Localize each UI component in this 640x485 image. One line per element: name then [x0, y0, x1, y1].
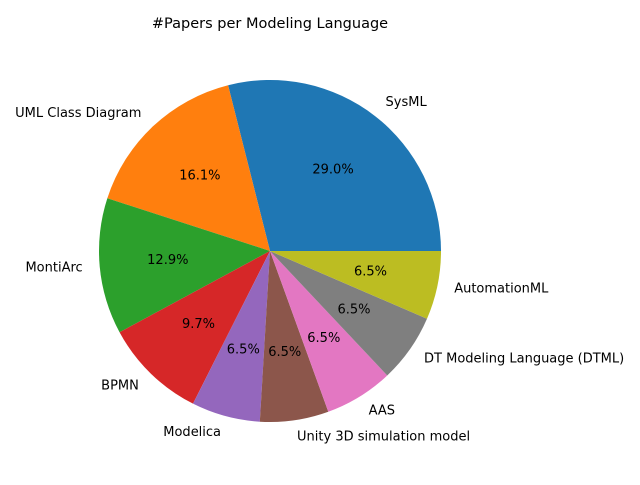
chart-title: #Papers per Modeling Language: [152, 16, 388, 32]
slice-label-modelica: Modelica: [163, 425, 221, 440]
slice-label-uml-class-diagram: UML Class Diagram: [15, 106, 141, 121]
pct-label-dt-modeling-language-dtml: 6.5%: [337, 302, 370, 317]
pct-label-automationml: 6.5%: [354, 264, 387, 279]
pct-label-sysml: 29.0%: [312, 163, 353, 178]
pct-label-uml-class-diagram: 16.1%: [179, 169, 220, 184]
pie-slice-unity-3d-simulation-model: [259, 251, 329, 422]
pie-slice-bpmn: [119, 251, 270, 404]
pie-slices: [98, 80, 441, 422]
slice-label-dt-modeling-language-dtml: DT Modeling Language (DTML): [424, 351, 624, 366]
slice-label-sysml: SysML: [386, 95, 428, 110]
pie-slice-dt-modeling-language-dtml: [270, 251, 427, 376]
pie-slice-montiarc: [98, 198, 270, 333]
pie-slice-sysml: [228, 80, 441, 251]
pct-label-montiarc: 12.9%: [147, 253, 188, 268]
slice-label-automationml: AutomationML: [454, 282, 549, 297]
pie-slice-uml-class-diagram: [107, 85, 270, 251]
pct-label-aas: 6.5%: [307, 331, 340, 346]
pct-label-unity-3d-simulation-model: 6.5%: [268, 345, 301, 360]
slice-label-unity-3d-simulation-model: Unity 3D simulation model: [297, 430, 470, 445]
pie-slice-aas: [270, 251, 388, 412]
pct-label-modelica: 6.5%: [227, 343, 260, 358]
pie-labels: 29.0% SysML 16.1% UML Class Diagram 12.9% Mon…: [15, 95, 624, 445]
pie-slice-modelica: [192, 251, 270, 422]
slice-label-montiarc: MontiArc: [25, 261, 82, 276]
slice-label-bpmn: BPMN: [101, 378, 139, 393]
pie-slice-automationml: [270, 251, 441, 319]
slice-label-aas: AAS: [369, 404, 395, 419]
pct-label-bpmn: 9.7%: [182, 317, 215, 332]
